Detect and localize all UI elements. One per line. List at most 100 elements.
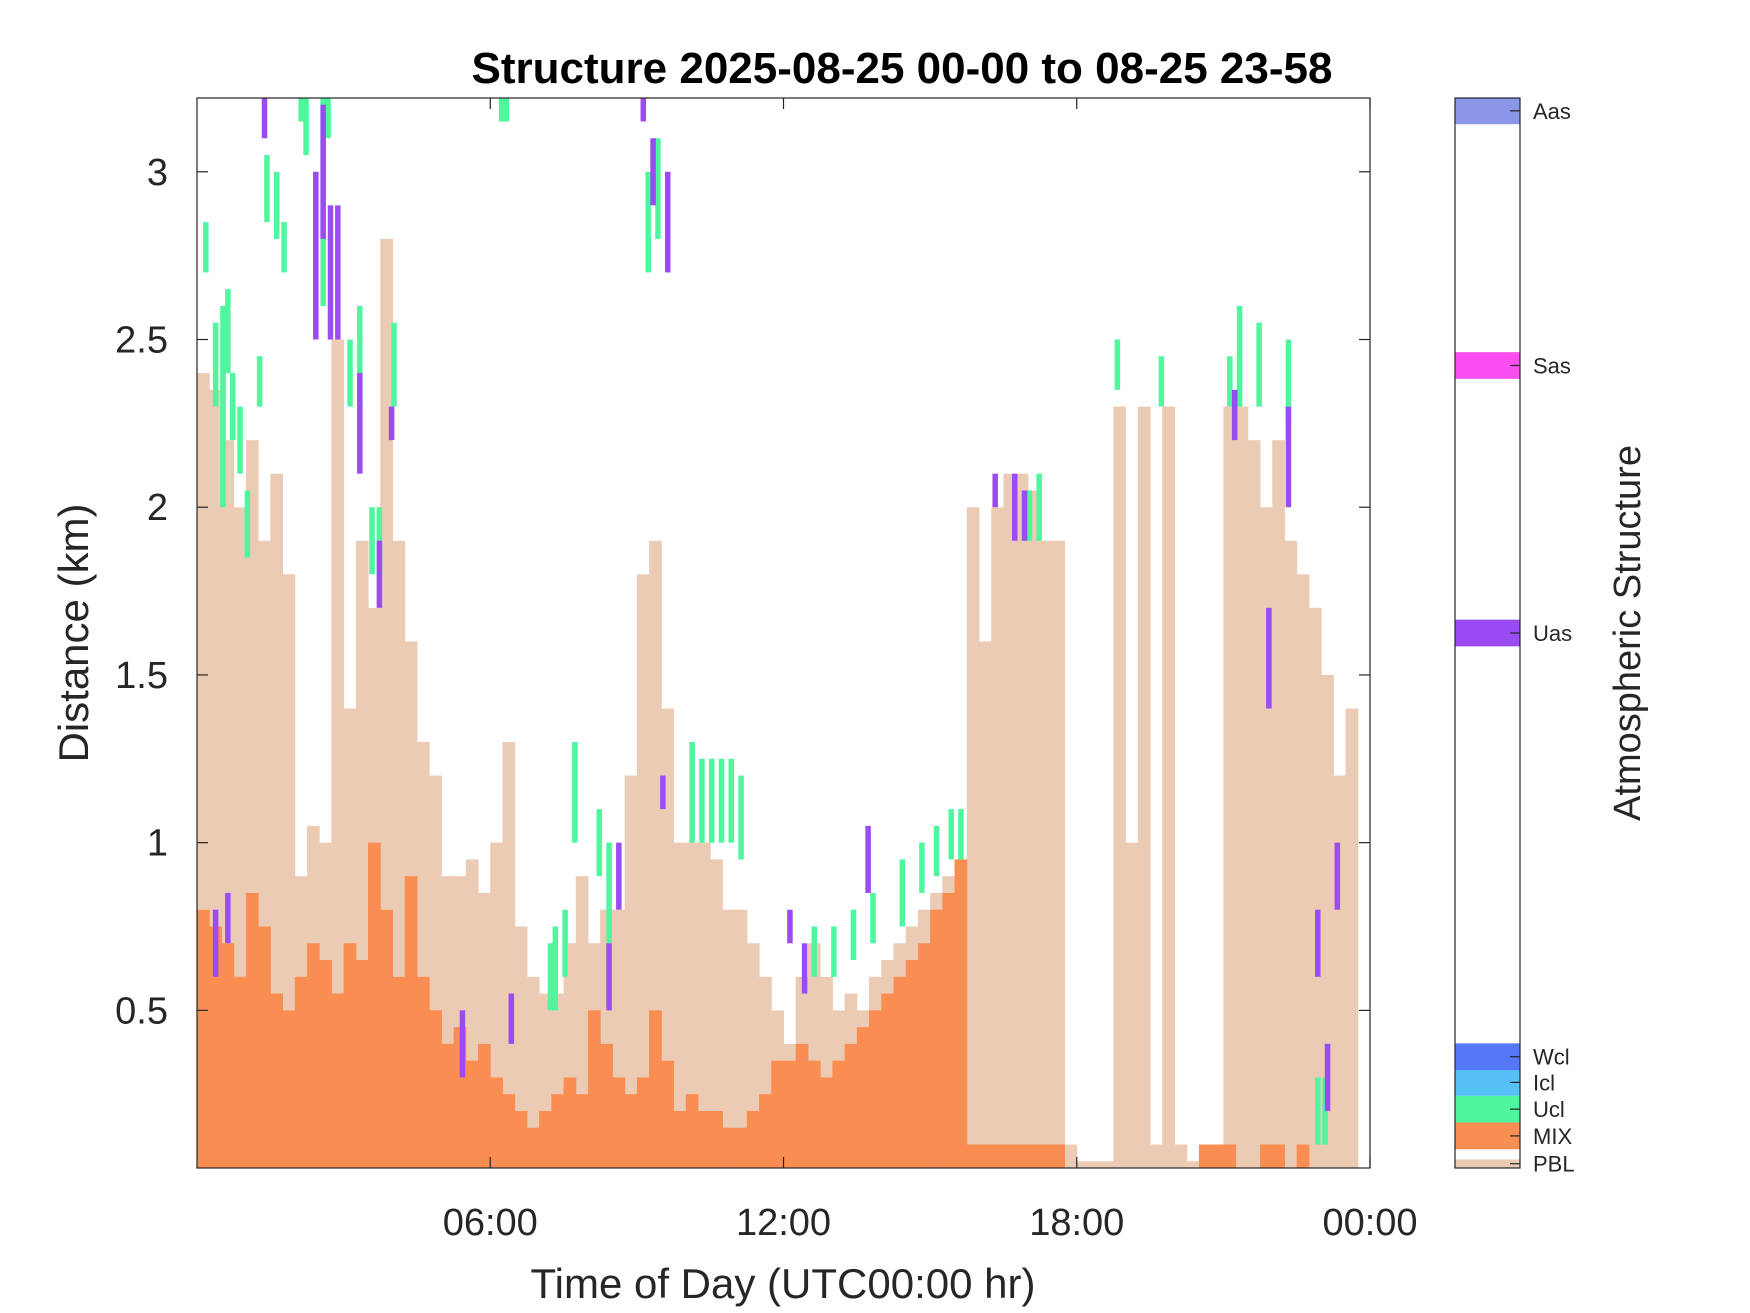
ucl-segment	[811, 926, 818, 977]
mix-column	[526, 1127, 540, 1168]
ucl-segment	[298, 98, 304, 122]
ucl-segment	[1026, 490, 1033, 541]
ucl-segment	[498, 98, 505, 122]
mix-column	[624, 1094, 638, 1168]
colorbar-swatch-sas	[1455, 352, 1520, 379]
colorbar-swatch-mix	[1455, 1122, 1520, 1150]
ucl-segment	[919, 842, 925, 893]
mix-column	[355, 960, 369, 1168]
ucl-segment	[572, 742, 578, 843]
pbl-column	[991, 507, 1004, 1169]
mix-column	[795, 1043, 809, 1168]
x-axis-ticks: 06:00 12:00 18:00 00:00	[443, 98, 1418, 1244]
mix-column	[1211, 1144, 1224, 1168]
colorbar-frame	[1454, 97, 1521, 1169]
uas-segment	[664, 171, 671, 273]
pbl-column	[1137, 406, 1151, 1169]
uas-segment	[787, 909, 793, 944]
ucl-segment	[229, 373, 236, 441]
mix-column	[294, 976, 308, 1168]
uas-segment	[313, 171, 319, 340]
ucl-segment	[699, 758, 705, 843]
pbl-column	[1321, 674, 1334, 1168]
mix-column	[1260, 1144, 1273, 1168]
mix-column	[478, 1043, 491, 1168]
pbl-column	[1272, 440, 1285, 1168]
uas-segment	[212, 909, 219, 977]
colorbar-swatch-wcl	[1455, 1043, 1520, 1071]
mix-column	[661, 1060, 675, 1168]
ucl-segment	[899, 859, 906, 927]
uas-segment	[1011, 473, 1018, 541]
ucl-segment	[689, 742, 695, 843]
uas-segment	[335, 205, 341, 340]
mix-column	[575, 1094, 589, 1168]
colorbar-label-uas: Uas	[1533, 621, 1572, 646]
mix-column	[820, 1077, 833, 1168]
mix-column	[807, 1060, 821, 1168]
ucl-segment	[850, 909, 857, 961]
ucl-segment	[1236, 305, 1243, 407]
mix-column	[1003, 1144, 1017, 1168]
uas-segment	[320, 104, 326, 239]
colorbar-label-wcl: Wcl	[1533, 1045, 1570, 1070]
mix-column	[306, 943, 320, 1168]
mix-column	[966, 1144, 980, 1168]
uas-segment	[616, 842, 622, 910]
y-tick-label: 2	[147, 487, 168, 529]
colorbar-swatch-pbl	[1455, 1159, 1520, 1168]
ucl-segment	[1227, 356, 1233, 407]
y-axis-label: Distance (km)	[50, 503, 97, 762]
pbl-column	[1076, 1161, 1090, 1168]
colorbar-label-ucl: Ucl	[1533, 1097, 1565, 1122]
ucl-segment	[1315, 1077, 1321, 1145]
ucl-segment	[1256, 322, 1262, 407]
ucl-segment	[831, 926, 837, 977]
ucl-segment	[281, 222, 287, 273]
pbl-column	[1235, 406, 1249, 1169]
ucl-segment	[655, 138, 661, 239]
pbl-column	[966, 507, 980, 1169]
colorbar-swatch-ucl	[1455, 1095, 1520, 1123]
mix-column	[893, 976, 907, 1168]
pbl-column	[734, 909, 748, 1168]
colorbar-swatch-aas	[1455, 97, 1520, 125]
mix-column	[331, 993, 345, 1168]
colorbar-label: Atmospheric Structure	[1607, 445, 1649, 821]
pbl-column	[1088, 1161, 1102, 1168]
colorbar-label-mix: MIX	[1533, 1124, 1572, 1149]
mix-column	[942, 892, 956, 1168]
mix-column	[258, 926, 271, 1168]
ucl-segment	[1322, 1077, 1328, 1145]
ucl-segment	[256, 356, 263, 407]
pbl-column	[710, 859, 723, 1168]
mix-column	[844, 1043, 858, 1168]
colorbar-label-aas: Aas	[1533, 99, 1571, 124]
mix-column	[636, 1077, 650, 1168]
mix-column	[869, 1010, 882, 1168]
mix-column	[649, 1010, 662, 1168]
uas-segment	[865, 825, 871, 893]
mix-column	[1052, 1144, 1066, 1168]
uas-segment	[1021, 490, 1028, 541]
uas-segment	[327, 205, 334, 340]
colorbar-label-pbl: PBL	[1533, 1152, 1575, 1177]
mix-column	[734, 1127, 748, 1168]
uas-segment	[660, 775, 666, 810]
ucl-segment	[1158, 356, 1165, 407]
ucl-segment	[1114, 339, 1121, 390]
mix-column	[1198, 1144, 1212, 1168]
colorbar-label-sas: Sas	[1533, 354, 1571, 379]
pbl-column	[1308, 607, 1322, 1168]
uas-segment	[1231, 389, 1238, 441]
pbl-column	[1345, 708, 1359, 1168]
y-tick-label: 1.5	[115, 655, 168, 697]
mix-column	[221, 943, 235, 1168]
mix-column	[502, 1094, 516, 1168]
mix-column	[697, 1110, 711, 1168]
ucl-segment	[237, 406, 243, 474]
mix-column	[368, 842, 381, 1168]
uas-segment	[376, 540, 383, 608]
